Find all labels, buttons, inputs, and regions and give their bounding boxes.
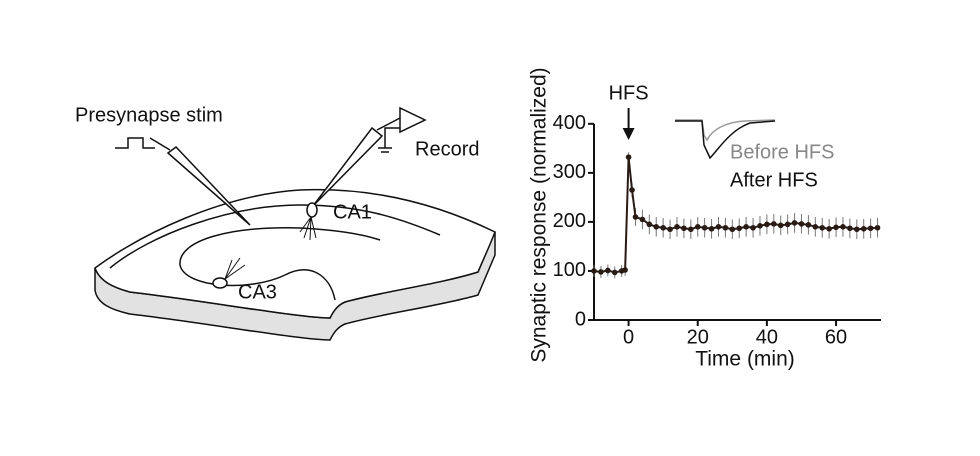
data-point	[791, 220, 798, 226]
ca1-dendrites	[299, 216, 317, 241]
y-axis-label: Synaptic response (normalized)	[528, 67, 551, 362]
data-point	[646, 221, 653, 228]
data-point	[629, 187, 635, 193]
data-point	[798, 221, 805, 227]
before-label: Before HFS	[730, 141, 834, 163]
y-tick-label: 200	[553, 210, 586, 232]
stim-electrode	[166, 145, 251, 226]
data-point	[750, 224, 756, 231]
record-wire	[376, 117, 401, 153]
stim-pulse	[115, 137, 155, 149]
data-point	[722, 224, 729, 231]
ca3-neuron	[212, 277, 228, 289]
data-point	[743, 224, 749, 230]
data-point	[605, 267, 611, 274]
record-label: Record	[415, 138, 479, 160]
x-tick-label: 60	[825, 326, 847, 348]
amplifier	[399, 106, 427, 134]
y-tick-label: 300	[553, 161, 586, 183]
ca3-dendrites	[224, 257, 246, 280]
data-point	[598, 269, 604, 275]
data-point	[812, 224, 819, 230]
stim-label: Presynapse stim	[75, 104, 223, 126]
hfs-arrowhead	[622, 128, 635, 140]
data-point	[860, 225, 867, 232]
data-point	[840, 224, 846, 230]
data-point	[674, 224, 680, 230]
ca1-label: CA1	[333, 201, 372, 223]
data-point	[847, 225, 853, 232]
data-point	[736, 225, 743, 232]
data-point	[622, 267, 628, 273]
data-point	[625, 154, 632, 160]
data-point	[611, 269, 618, 276]
slice-top	[94, 188, 496, 319]
data-point	[867, 225, 874, 232]
y-tick-label: 400	[553, 112, 586, 134]
after-label: After HFS	[730, 169, 818, 191]
data-point	[819, 224, 826, 231]
data-point	[805, 222, 812, 228]
ca3-label: CA3	[238, 281, 277, 303]
inset-traces	[675, 119, 776, 160]
data-point	[653, 224, 660, 230]
before-trace	[675, 119, 776, 142]
stim-wire	[149, 137, 171, 151]
data-point	[784, 221, 791, 228]
data-point	[681, 225, 687, 232]
slice-diagram	[94, 106, 496, 341]
hfs-label: HFS	[609, 82, 649, 104]
data-point	[826, 225, 832, 232]
data-point	[694, 224, 701, 230]
ca1-neuron	[306, 202, 318, 218]
data-point	[660, 224, 666, 231]
data-point	[708, 225, 715, 232]
data-point	[764, 221, 770, 228]
x-tick-label: 0	[623, 326, 634, 348]
ca-field	[109, 204, 441, 269]
data-point	[874, 224, 881, 231]
x-tick-label: 40	[756, 326, 778, 348]
data-point	[853, 226, 860, 233]
y-tick-label: 100	[553, 259, 586, 281]
data-point	[591, 268, 597, 274]
data-point	[729, 226, 736, 233]
ca-loop	[179, 227, 381, 301]
x-axis-label: Time (min)	[695, 348, 795, 371]
data-point	[639, 216, 646, 223]
data-point	[701, 224, 708, 231]
data-point	[771, 221, 777, 227]
data-point	[777, 222, 784, 229]
record-electrode	[312, 126, 384, 207]
data-point	[688, 226, 694, 233]
data-point	[757, 223, 763, 229]
y-tick-label: 0	[575, 308, 586, 330]
data-point	[833, 224, 839, 231]
after-trace	[675, 120, 776, 160]
data-point	[667, 226, 673, 233]
x-tick-label: 20	[687, 326, 709, 348]
data-point	[632, 214, 639, 220]
data-point	[715, 224, 722, 230]
